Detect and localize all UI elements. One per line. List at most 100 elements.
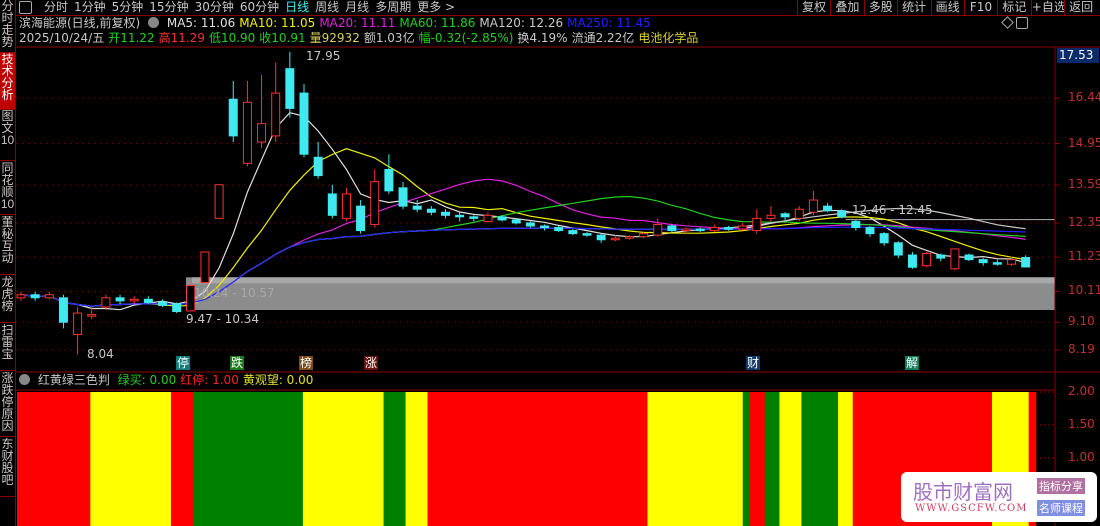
period-tab-2[interactable]: 5分钟 xyxy=(111,0,144,14)
toolbar-button-6[interactable]: 标记 xyxy=(997,0,1030,15)
candle-body xyxy=(158,301,167,306)
quote-field-9: 流通2.22亿 xyxy=(571,31,635,45)
ma-value-5: MA250: 11.45 xyxy=(567,16,651,30)
signal-band-green xyxy=(801,392,839,526)
watermark-tag-2: 名师课程 xyxy=(1037,500,1085,516)
period-tab-3[interactable]: 15分钟 xyxy=(149,0,189,14)
indicator-tick-label: 1.50 xyxy=(1068,417,1095,431)
sidebar-item-0[interactable]: 分时走势 xyxy=(0,0,15,53)
chart-frame xyxy=(16,46,1100,526)
toolbar-button-0[interactable]: 复权 xyxy=(797,0,830,15)
candle-body xyxy=(964,254,974,261)
candle-body xyxy=(143,298,153,303)
event-marker-2[interactable]: 榜 xyxy=(299,356,314,370)
current-price-tag: 17.53 xyxy=(1057,48,1099,63)
collapse-icon[interactable] xyxy=(148,17,160,28)
candles xyxy=(16,51,1031,355)
candle-body xyxy=(950,248,960,270)
watermark-url: WWW.GSCFW.COM xyxy=(915,503,1028,514)
sidebar-item-4[interactable]: 董秘互动 xyxy=(0,216,15,275)
sidebar-item-8[interactable]: 东财股吧 xyxy=(0,438,15,497)
toolbar-button-1[interactable]: 叠加 xyxy=(830,0,863,15)
event-marker-0[interactable]: 停 xyxy=(176,356,191,370)
candle-body xyxy=(893,242,903,256)
period-tab-0[interactable]: 分时 xyxy=(44,0,69,14)
watermark-tag-1: 指标分享 xyxy=(1037,478,1085,494)
toolbar-button-7[interactable]: +自选 xyxy=(1030,0,1064,15)
candle-body xyxy=(455,214,465,218)
candle-body xyxy=(214,184,224,219)
quote-line: 2025/10/24/五 开11.22 高11.29 低10.90 收10.91 量929… xyxy=(19,31,702,46)
period-tab-7[interactable]: 周线 xyxy=(315,0,340,14)
signal-band-green xyxy=(742,392,751,526)
candle-body xyxy=(242,101,252,164)
layout-toggle-icon[interactable] xyxy=(19,1,32,14)
quote-field-4: 收10.91 xyxy=(259,31,306,45)
candle-body xyxy=(879,233,889,244)
ma-value-4: MA120: 12.26 xyxy=(479,16,564,30)
sidebar-item-1[interactable]: 技术分析 xyxy=(0,53,15,110)
candle-body xyxy=(554,227,564,232)
period-tab-9[interactable]: 多周期 xyxy=(375,0,412,14)
period-tab-4[interactable]: 30分钟 xyxy=(194,0,234,14)
toolbar-button-4[interactable]: 画线 xyxy=(930,0,964,15)
candle-body xyxy=(978,259,988,264)
candle-body xyxy=(172,303,182,313)
sidebar-item-3[interactable]: 同花顺10 xyxy=(0,162,15,215)
sidebar-item-6[interactable]: 扫雷宝 xyxy=(0,324,15,371)
candle-body xyxy=(356,205,366,232)
event-marker-3[interactable]: 涨 xyxy=(364,356,379,370)
period-tabs: 分时 1分钟 5分钟 15分钟 30分钟 60分钟 日线 周线 月线 多周期 更多 > xyxy=(44,0,455,15)
period-tab-5[interactable]: 60分钟 xyxy=(239,0,280,14)
indicator-value-2: 黄观望: 0.00 xyxy=(242,373,314,387)
candle-body xyxy=(865,227,875,235)
signal-band-green xyxy=(383,392,406,526)
signal-band-red xyxy=(427,392,648,526)
candle-body xyxy=(341,193,351,219)
event-marker-5[interactable]: 解 xyxy=(905,356,920,370)
candle-body xyxy=(808,199,818,213)
period-tab-10[interactable]: 更多 > xyxy=(417,0,456,14)
candle-body xyxy=(681,228,691,232)
sidebar-item-2[interactable]: 图文10 xyxy=(0,110,15,161)
indicator-name: 红黄绿三色判 xyxy=(37,373,110,387)
signal-band-yellow xyxy=(90,392,172,526)
candle-body xyxy=(511,219,521,224)
signal-band-red xyxy=(1028,392,1037,526)
quote-field-5: 量92932 xyxy=(309,31,360,45)
toolbar-button-3[interactable]: 统计 xyxy=(897,0,930,15)
candle-body xyxy=(568,230,578,235)
toolbar-button-5[interactable]: F10 xyxy=(964,0,997,15)
panel-icon[interactable] xyxy=(1016,17,1028,29)
quote-field-8: 换4.19% xyxy=(517,31,568,45)
quote-field-10: 电池化学品 xyxy=(638,31,699,45)
candle-body xyxy=(257,123,267,143)
candle-body xyxy=(58,297,68,323)
toolbar-button-8[interactable]: 返回 xyxy=(1064,0,1097,15)
sidebar-item-7[interactable]: 涨跌停原因 xyxy=(0,372,15,437)
indicator-value-0: 绿买: 0.00 xyxy=(117,373,177,387)
event-marker-1[interactable]: 跌 xyxy=(230,356,245,370)
sidebar-item-5[interactable]: 龙虎榜 xyxy=(0,276,15,323)
period-tab-8[interactable]: 月线 xyxy=(345,0,370,14)
candle-body xyxy=(936,254,946,259)
quote-field-0: 2025/10/24/五 xyxy=(19,31,105,45)
period-tab-1[interactable]: 1分钟 xyxy=(74,0,106,14)
candle-body xyxy=(426,208,436,213)
candle-body xyxy=(540,225,550,229)
indicator-values: 绿买: 0.00 红停: 1.00 黄观望: 0.00 xyxy=(118,373,318,387)
candle-body xyxy=(582,233,592,236)
candle-body xyxy=(186,285,196,312)
collapse-icon[interactable] xyxy=(19,374,30,385)
candle-body xyxy=(639,233,649,238)
indicator-tick-label: 2.00 xyxy=(1068,384,1095,398)
candle-body xyxy=(129,298,139,302)
candle-body xyxy=(115,297,125,302)
event-marker-4[interactable]: 财 xyxy=(746,356,761,370)
toolbar-button-2[interactable]: 多股 xyxy=(863,0,897,15)
period-tab-6[interactable]: 日线 xyxy=(285,0,310,14)
watermark-logo: 股市财富网 WWW.GSCFW.COM 指标分享 名师课程 xyxy=(901,472,1097,522)
ma-value-3: MA60: 11.86 xyxy=(399,16,476,30)
candle-body xyxy=(992,262,1002,265)
